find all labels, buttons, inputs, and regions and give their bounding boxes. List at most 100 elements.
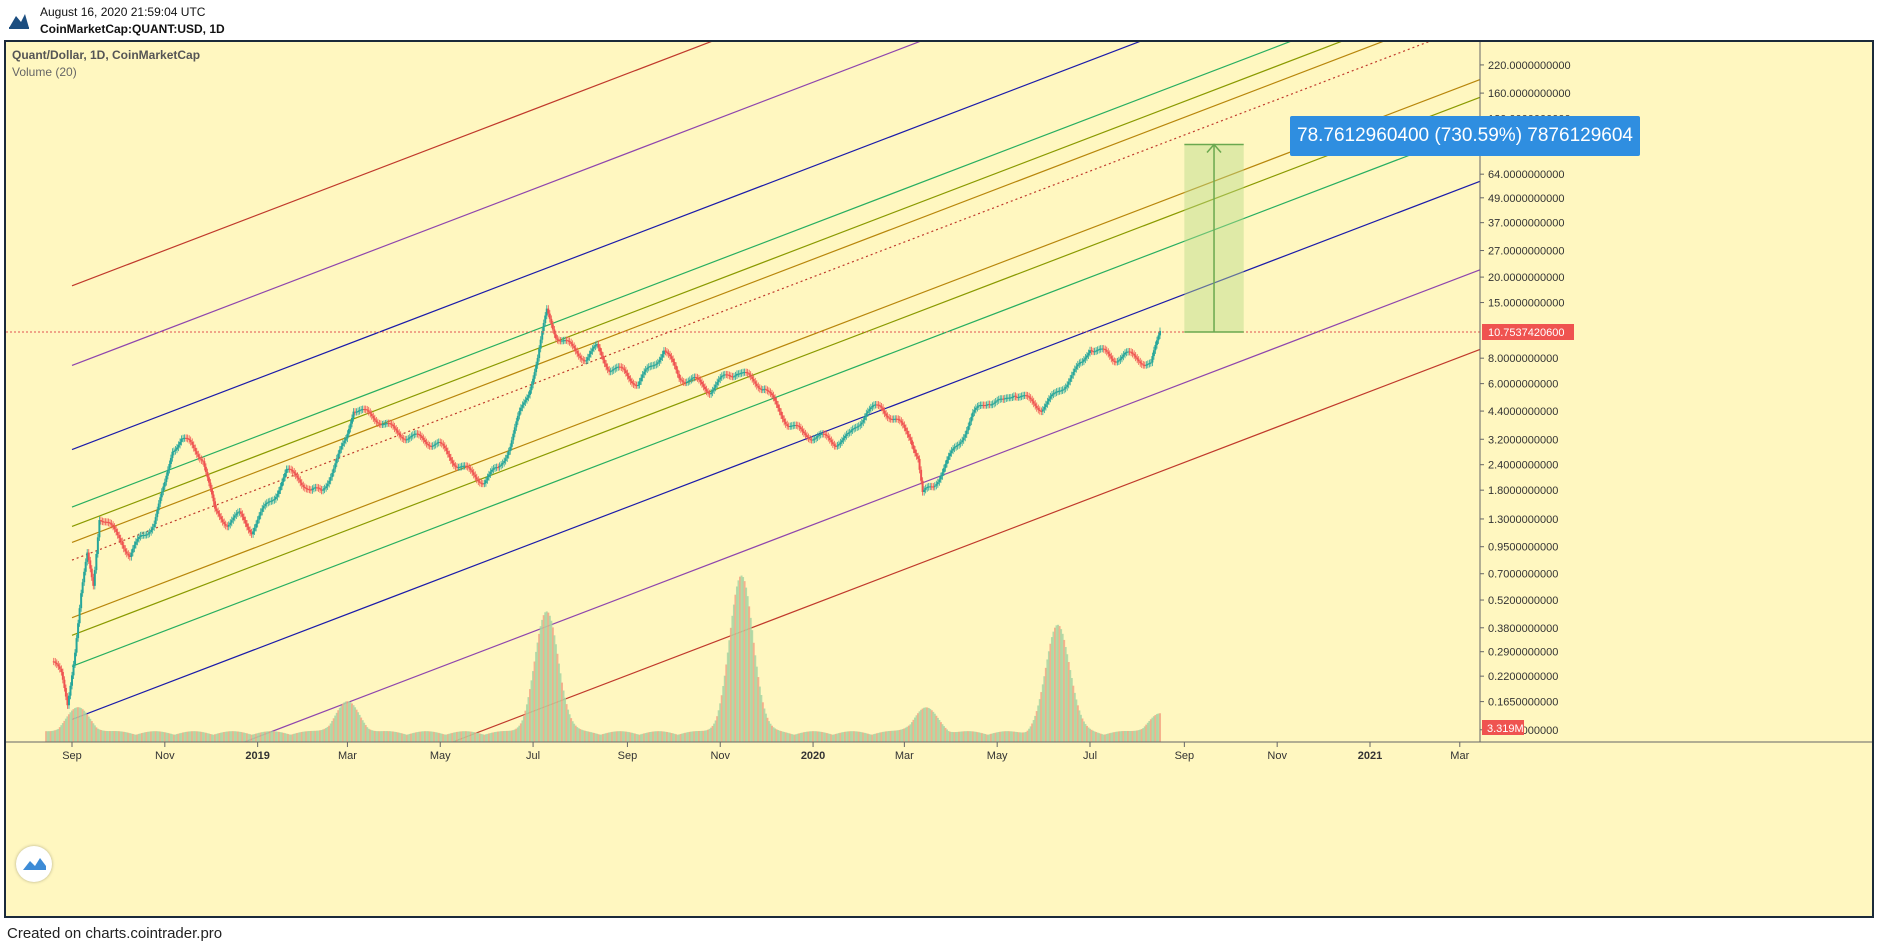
candle-body: [822, 433, 825, 435]
candle-body: [186, 438, 189, 440]
volume-bar: [1035, 711, 1038, 742]
volume-bar: [293, 733, 296, 742]
volume-bar: [1019, 732, 1022, 742]
volume-bar: [623, 731, 626, 742]
candle-body: [507, 451, 510, 456]
volume-bar: [571, 721, 574, 742]
volume-bar: [95, 727, 98, 742]
candle-body: [1111, 358, 1114, 361]
volume-bar: [688, 731, 691, 742]
volume-bar: [910, 722, 913, 742]
volume-bar: [262, 731, 265, 742]
volume-bar: [1076, 705, 1079, 742]
volume-bar: [448, 733, 451, 742]
candle-body: [451, 460, 454, 464]
candle-body: [419, 434, 422, 437]
volume-bar: [1043, 676, 1046, 742]
candle-body: [1031, 399, 1034, 402]
candle-body: [982, 404, 985, 406]
volume-bar: [445, 734, 448, 742]
candle-body: [1102, 348, 1105, 350]
volume-bar: [629, 732, 632, 742]
volume-bar: [1006, 731, 1009, 742]
volume-bar: [1120, 731, 1123, 742]
candle-body: [883, 410, 886, 414]
volume-bar: [567, 709, 570, 742]
volume-bar: [752, 642, 755, 742]
chart-area[interactable]: 220.0000000000160.0000000000120.00000000…: [4, 40, 1874, 918]
volume-bar: [545, 611, 548, 742]
candle-body: [1104, 349, 1107, 351]
volume-bar: [542, 615, 545, 742]
candle-body: [98, 520, 101, 538]
symbol-label: CoinMarketCap:QUANT:USD, 1D: [40, 22, 225, 36]
candle-body: [75, 638, 78, 653]
volume-bar: [177, 733, 180, 742]
volume-bar: [214, 734, 217, 742]
candle-body: [824, 433, 827, 435]
time-tick-label: May: [430, 750, 451, 762]
candle-body: [702, 384, 705, 387]
volume-bar: [344, 701, 347, 742]
candle-body: [83, 571, 86, 583]
volume-bar: [189, 731, 192, 742]
price-tick-label: 2.4000000000: [1488, 460, 1558, 472]
channel-line: [71, 42, 1291, 508]
candle-body: [953, 447, 956, 449]
volume-bar: [195, 731, 198, 742]
candle-body: [833, 444, 836, 446]
volume-bar: [398, 732, 401, 742]
volume-bar: [516, 727, 519, 742]
volume-bar: [996, 732, 999, 742]
volume-bar: [1049, 643, 1052, 742]
candle-body: [109, 522, 112, 524]
volume-bar: [1011, 731, 1014, 742]
volume-bar: [933, 713, 936, 742]
volume-bar: [547, 612, 550, 742]
volume-bar: [427, 731, 430, 742]
volume-bar: [172, 734, 175, 742]
volume-bar: [1096, 732, 1099, 742]
volume-bar: [1066, 654, 1069, 742]
candle-body: [411, 434, 414, 436]
volume-bar: [907, 725, 910, 742]
candle-body: [118, 535, 121, 539]
volume-bar: [218, 733, 221, 742]
volume-bar: [203, 732, 206, 742]
volume-bar: [484, 734, 487, 742]
candle-body: [571, 343, 574, 346]
candle-body: [962, 437, 965, 441]
candle-body: [958, 443, 961, 446]
volume-bar: [1078, 710, 1081, 742]
channel-line: [71, 269, 1481, 809]
candle-body: [357, 411, 360, 413]
candle-body: [249, 529, 252, 533]
volume-bar: [875, 733, 878, 742]
candle-body: [742, 372, 745, 374]
candle-body: [755, 383, 758, 386]
volume-bar: [309, 730, 312, 742]
volume-bar: [1085, 725, 1088, 742]
volume-bar: [930, 710, 933, 742]
volume-bar: [699, 730, 702, 742]
price-chart-svg[interactable]: 220.0000000000160.0000000000120.00000000…: [6, 42, 1872, 916]
candle-body: [250, 532, 253, 535]
volume-bar: [305, 731, 308, 742]
volume-bar: [1111, 732, 1114, 742]
volume-bar: [238, 731, 241, 742]
candle-body: [939, 476, 942, 480]
volume-bar: [49, 731, 52, 742]
volume-bar: [334, 715, 337, 742]
volume-bar: [315, 730, 318, 742]
candle-body: [734, 375, 737, 377]
candle-body: [299, 479, 302, 483]
candle-body: [655, 363, 658, 365]
candle-body: [372, 416, 375, 419]
volume-bar: [891, 730, 894, 742]
candle-body: [945, 459, 948, 464]
candle-body: [930, 486, 933, 488]
candle-body: [907, 434, 910, 438]
volume-bar: [576, 727, 579, 742]
candle-body: [245, 523, 248, 527]
volume-bar: [985, 734, 988, 742]
